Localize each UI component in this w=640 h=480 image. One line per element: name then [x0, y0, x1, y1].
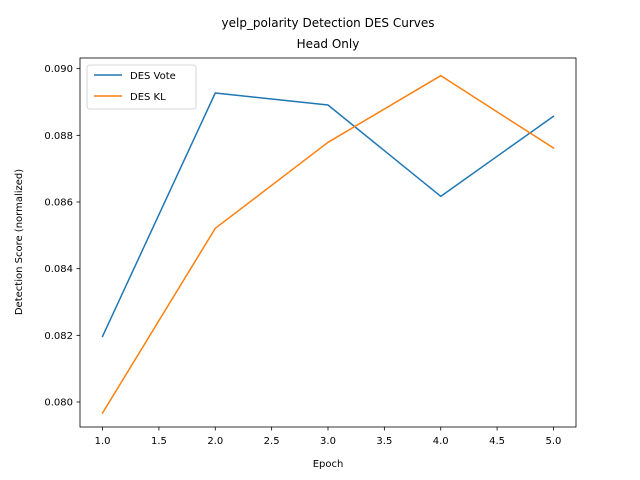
x-tick-label-4: 3.0: [320, 436, 336, 447]
legend-box: [86, 64, 197, 110]
x-axis-label: Epoch: [313, 459, 344, 470]
y-tick-label-2: 0.084: [44, 264, 73, 275]
y-tick-label-5: 0.090: [44, 64, 73, 75]
plot-area: 1.0 1.5 2.0 2.5 3.0 3.5 4.0 4.5 5.0 0.080 0.082 0.0…: [44, 57, 577, 447]
x-tick-label-8: 5.0: [546, 436, 562, 447]
x-tick-label-2: 2.0: [207, 436, 223, 447]
x-tick-label-7: 4.5: [489, 436, 505, 447]
y-tick-label-1: 0.082: [44, 331, 73, 342]
x-tick-label-0: 1.0: [95, 436, 111, 447]
x-tick-label-6: 4.0: [433, 436, 449, 447]
x-tick-label-5: 3.5: [376, 436, 392, 447]
y-tick-label-4: 0.088: [44, 131, 73, 142]
chart-subtitle: Head Only: [297, 37, 360, 51]
x-tick-label-3: 2.5: [264, 436, 280, 447]
x-tick-label-1: 1.5: [151, 436, 167, 447]
axes-frame: [79, 57, 577, 428]
series-line-1: [101, 74, 555, 415]
legend-label-1: DES KL: [130, 92, 166, 103]
chart-title: yelp_polarity Detection DES Curves: [222, 16, 435, 30]
y-tick-label-3: 0.086: [44, 198, 73, 209]
y-tick-label-0: 0.080: [44, 398, 73, 409]
legend-label-0: DES Vote: [130, 71, 176, 82]
series-line-0: [101, 92, 555, 338]
y-axis-label: Detection Score (normalized): [14, 169, 25, 315]
